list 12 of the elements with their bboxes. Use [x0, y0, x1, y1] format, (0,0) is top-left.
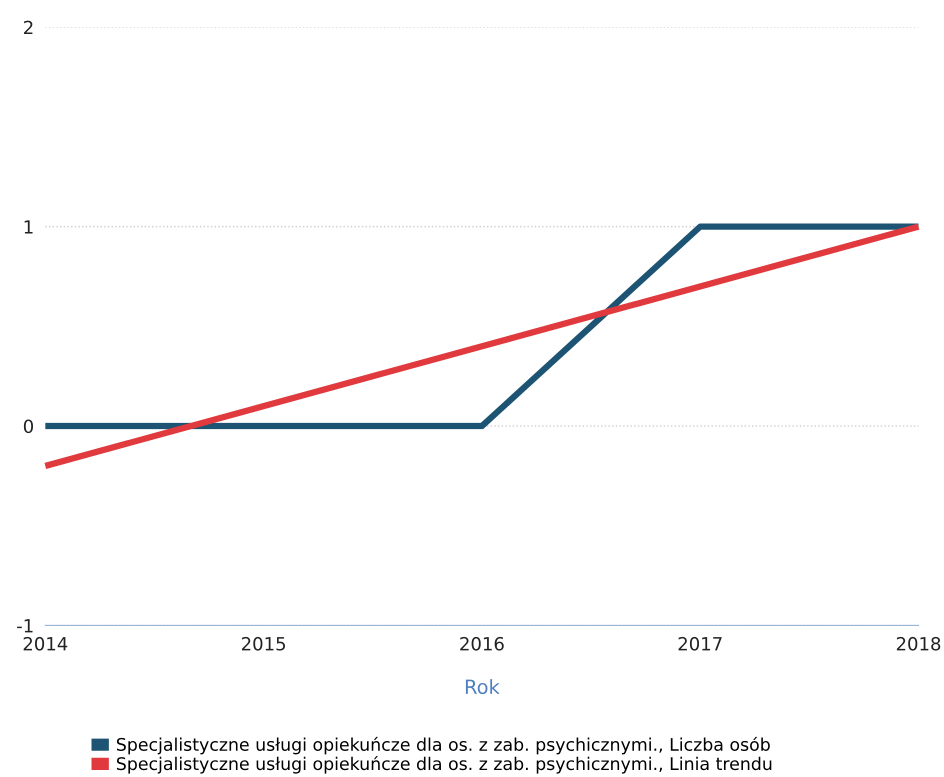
legend-label: Specjalistyczne usługi opiekuńcze dla os. z zab. psychicznymi., Linia trendu	[116, 756, 772, 774]
y-tick-label: 0	[24, 420, 33, 434]
y-tick-label: -1	[17, 619, 33, 632]
y-tick-label: 2	[24, 20, 32, 34]
legend-label: Specjalistyczne usługi opiekuńcze dla os. z zab. psychicznymi., Liczba osób	[116, 736, 770, 754]
x-tick-label: 2016	[460, 636, 504, 651]
x-tick-label: 2014	[24, 636, 68, 651]
x-axis-title: Rok	[466, 679, 500, 694]
x-tick-label: 2018	[896, 636, 940, 651]
x-tick-label: 2015	[242, 636, 286, 651]
y-tick-label: 1	[24, 220, 33, 234]
x-tick-label: 2017	[678, 636, 722, 651]
